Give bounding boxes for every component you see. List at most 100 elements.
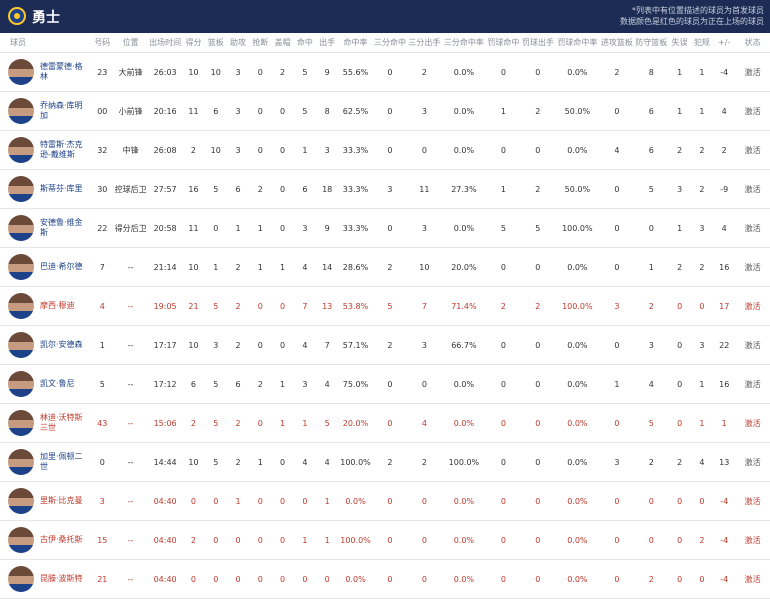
table-row[interactable]: 林迪·沃特斯三世 43 -- 15:06 2 5 2 0 1 1 5 20.0% 0 4 0.0% 0 0 0.0…	[0, 403, 770, 443]
avatar	[8, 176, 34, 202]
stat-tov: 0	[668, 559, 691, 599]
player-name[interactable]: 德雷蒙德·格林	[40, 62, 83, 81]
stat-pm: 16	[713, 364, 736, 404]
stat-fgp: 33.3%	[338, 130, 373, 170]
stat-fgm: 5	[293, 52, 317, 92]
player-name[interactable]: 安德鲁·维金斯	[40, 218, 83, 237]
table-row[interactable]: 巴迪·希尔德 7 -- 21:14 10 1 2 1 1 4 14 28.6% 2 10 20.0% 0 0 0.…	[0, 247, 770, 287]
player-name[interactable]: 摩西·穆迪	[40, 301, 75, 310]
player-cell[interactable]: 林迪·沃特斯三世	[0, 403, 92, 443]
player-cell[interactable]: 德雷蒙德·格林	[0, 52, 92, 92]
stat-tpm: 0	[372, 130, 408, 170]
player-cell[interactable]: 凯文·鲁尼	[0, 364, 92, 404]
table-row[interactable]: 德雷蒙德·格林 23 大前锋 26:03 10 10 3 0 2 5 9 55.6% 0 2 0.0% 0 0 0…	[0, 52, 770, 92]
stat-fgp: 100.0%	[338, 520, 373, 560]
stat-pts: 0	[182, 481, 205, 521]
stat-tpm: 0	[372, 403, 408, 443]
stat-blk: 0	[271, 130, 294, 170]
stat-number: 32	[91, 130, 114, 170]
stat-tpa: 0	[407, 364, 442, 404]
stat-blk: 0	[271, 520, 294, 560]
stat-tpp: 0.0%	[441, 208, 487, 248]
player-name[interactable]: 斯蒂芬·库里	[40, 184, 83, 193]
stat-status: 激活	[735, 559, 770, 599]
table-row[interactable]: 里斯·比克曼 3 -- 04:40 0 0 1 0 0 0 1 0.0% 0 0 0.0% 0 0 0.0% 0 0 0…	[0, 481, 770, 521]
stat-pts: 2	[182, 520, 205, 560]
stat-fta: 0	[520, 325, 556, 365]
stat-fgm: 3	[293, 208, 317, 248]
table-row[interactable]: 加里·佩顿二世 0 -- 14:44 10 5 2 1 0 4 4 100.0% 2 2 100.0% 0 0 0…	[0, 442, 770, 482]
stat-tpm: 0	[372, 520, 408, 560]
stat-pts: 11	[182, 91, 205, 131]
table-row[interactable]: 古伊·桑托斯 15 -- 04:40 2 0 0 0 0 1 1 100.0% 0 0 0.0% 0 0 0.0%…	[0, 520, 770, 560]
player-name[interactable]: 特雷斯·杰克逊-戴维斯	[40, 140, 83, 159]
player-name[interactable]: 乔纳森·库明加	[40, 101, 83, 120]
stat-status: 激活	[735, 247, 770, 287]
stat-pf: 2	[690, 520, 714, 560]
player-cell[interactable]: 巴迪·希尔德	[0, 247, 92, 287]
stat-min: 15:06	[147, 403, 183, 443]
stat-ftp: 0.0%	[555, 520, 600, 560]
table-row[interactable]: 凯文·鲁尼 5 -- 17:12 6 5 6 2 1 3 4 75.0% 0 0 0.0% 0 0 0.0% 1 4 0…	[0, 364, 770, 404]
player-name[interactable]: 林迪·沃特斯三世	[40, 413, 83, 432]
player-cell[interactable]: 凯尔·安德森	[0, 325, 92, 365]
table-row[interactable]: 特雷斯·杰克逊-戴维斯 32 中锋 26:08 2 10 3 0 0 1 3 33.3% 0 0 0.0% 0…	[0, 130, 770, 170]
stat-tov: 1	[668, 52, 691, 92]
player-name[interactable]: 昆滕·波斯特	[40, 574, 83, 583]
table-row[interactable]: 乔纳森·库明加 00 小前锋 20:16 11 6 3 0 0 5 8 62.5% 0 3 0.0% 1 2 50…	[0, 91, 770, 131]
player-cell[interactable]: 古伊·桑托斯	[0, 520, 92, 560]
stat-reb: 0	[204, 481, 227, 521]
stat-fgp: 62.5%	[338, 91, 373, 131]
player-cell[interactable]: 里斯·比克曼	[0, 481, 92, 521]
avatar	[8, 488, 34, 514]
stat-tpa: 11	[407, 169, 442, 209]
player-cell[interactable]: 昆滕·波斯特	[0, 559, 92, 599]
player-name[interactable]: 古伊·桑托斯	[40, 535, 83, 544]
stat-dreb: 5	[634, 403, 669, 443]
player-cell[interactable]: 安德鲁·维金斯	[0, 208, 92, 248]
table-row[interactable]: 安德鲁·维金斯 22 得分后卫 20:58 11 0 1 1 0 3 9 33.3% 0 3 0.0% 5 5 1…	[0, 208, 770, 248]
stat-fta: 0	[520, 520, 556, 560]
column-header: 抢断	[249, 33, 272, 53]
stat-tov: 0	[668, 286, 691, 326]
stat-tpm: 0	[372, 559, 408, 599]
player-name[interactable]: 凯文·鲁尼	[40, 379, 75, 388]
stat-fga: 9	[316, 208, 339, 248]
stat-stl: 1	[249, 442, 272, 482]
player-cell[interactable]: 特雷斯·杰克逊-戴维斯	[0, 130, 92, 170]
player-name[interactable]: 加里·佩顿二世	[40, 452, 83, 471]
column-header: 出手	[316, 33, 339, 53]
player-name[interactable]: 凯尔·安德森	[40, 340, 83, 349]
stat-dreb: 3	[634, 325, 669, 365]
player-cell[interactable]: 加里·佩顿二世	[0, 442, 92, 482]
player-name[interactable]: 巴迪·希尔德	[40, 262, 83, 271]
avatar	[8, 98, 34, 124]
table-row[interactable]: 昆滕·波斯特 21 -- 04:40 0 0 0 0 0 0 0 0.0% 0 0 0.0% 0 0 0.0% 0 2…	[0, 559, 770, 599]
stat-stl: 0	[249, 52, 272, 92]
stat-stl: 0	[249, 481, 272, 521]
column-header: 三分出手	[407, 33, 442, 53]
stat-tpm: 5	[372, 286, 408, 326]
column-header: 失误	[668, 33, 691, 53]
stat-ftp: 0.0%	[555, 325, 600, 365]
player-cell[interactable]: 乔纳森·库明加	[0, 91, 92, 131]
stat-fgm: 3	[293, 364, 317, 404]
stat-oreb: 0	[599, 247, 635, 287]
stat-tov: 0	[668, 520, 691, 560]
table-row[interactable]: 斯蒂芬·库里 30 控球后卫 27:57 16 5 6 2 0 6 18 33.3% 3 11 27.3% 1…	[0, 169, 770, 209]
stat-blk: 1	[271, 403, 294, 443]
stat-blk: 0	[271, 208, 294, 248]
stat-fgm: 7	[293, 286, 317, 326]
stat-status: 激活	[735, 169, 770, 209]
stat-reb: 0	[204, 559, 227, 599]
stat-position: --	[113, 442, 148, 482]
stat-ftm: 2	[486, 286, 521, 326]
stat-number: 30	[91, 169, 114, 209]
player-name[interactable]: 里斯·比克曼	[40, 496, 83, 505]
column-header: 命中率	[338, 33, 373, 53]
player-cell[interactable]: 斯蒂芬·库里	[0, 169, 92, 209]
player-cell[interactable]: 摩西·穆迪	[0, 286, 92, 326]
stat-pts: 10	[182, 247, 205, 287]
table-row[interactable]: 摩西·穆迪 4 -- 19:05 21 5 2 0 0 7 13 53.8% 5 7 71.4% 2 2 100.…	[0, 286, 770, 326]
table-row[interactable]: 凯尔·安德森 1 -- 17:17 10 3 2 0 0 4 7 57.1% 2 3 66.7% 0 0 0.0%…	[0, 325, 770, 365]
